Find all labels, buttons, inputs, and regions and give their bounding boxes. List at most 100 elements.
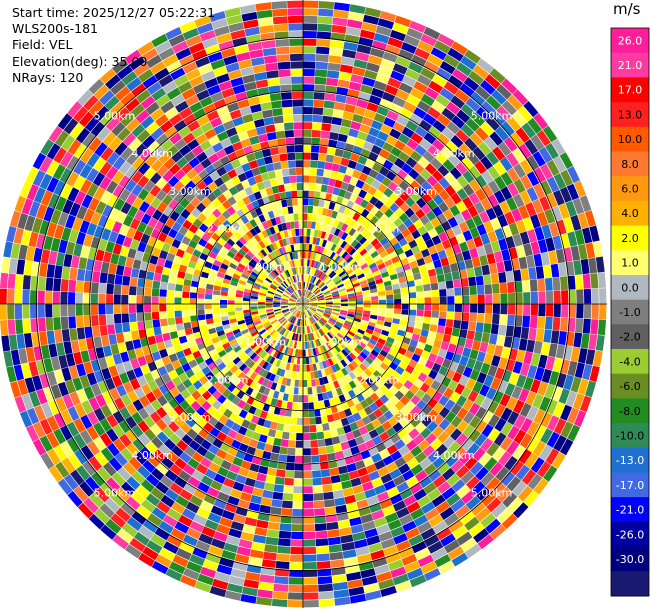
- radar-gate: [150, 411, 162, 424]
- radar-gate: [298, 311, 301, 319]
- radar-gate: [295, 448, 303, 456]
- radar-gate: [68, 365, 79, 379]
- radar-gate: [257, 223, 265, 232]
- radar-gate: [163, 541, 179, 554]
- radar-gate: [526, 171, 540, 187]
- radar-gate: [382, 325, 391, 332]
- radar-gate: [183, 113, 197, 126]
- radar-gate: [253, 150, 264, 160]
- radar-gate: [182, 508, 196, 521]
- radar-gate: [143, 304, 152, 313]
- radar-gate: [486, 253, 496, 265]
- radar-gate: [108, 136, 122, 151]
- radar-gate: [338, 351, 346, 359]
- radar-gate: [145, 154, 158, 167]
- radar-gate: [155, 133, 169, 146]
- radar-gate: [329, 251, 336, 260]
- radar-gate: [262, 450, 272, 460]
- radar-gate: [379, 334, 388, 341]
- radar-gate: [472, 214, 483, 227]
- radar-gate: [138, 525, 154, 540]
- radar-gate: [394, 390, 405, 401]
- radar-gate: [423, 283, 431, 292]
- radar-gate: [373, 345, 382, 354]
- radar-gate: [375, 323, 384, 330]
- radar-gate: [237, 283, 246, 289]
- radar-gate: [322, 108, 334, 117]
- radar-gate: [217, 404, 228, 415]
- radar-gate: [561, 304, 569, 318]
- radar-gate: [216, 271, 225, 279]
- radar-gate: [131, 424, 144, 438]
- radar-gate: [314, 323, 320, 330]
- radar-gate: [159, 250, 169, 260]
- radar-gate: [333, 298, 341, 301]
- radar-gate: [256, 337, 264, 345]
- radar-gate: [268, 389, 275, 398]
- radar-gate: [288, 304, 296, 307]
- radar-gate: [303, 562, 317, 570]
- radar-gate: [513, 269, 522, 282]
- radar-gate: [213, 341, 222, 349]
- radar-gate: [341, 326, 349, 333]
- radar-gate: [259, 574, 275, 584]
- radar-gate: [458, 221, 469, 233]
- radar-gate: [319, 138, 329, 147]
- radar-gate: [306, 228, 311, 236]
- radar-gate: [129, 313, 137, 323]
- radar-gate: [189, 292, 198, 299]
- radar-gate: [404, 185, 416, 197]
- radar-gate: [227, 335, 236, 342]
- radar-gate: [349, 176, 359, 186]
- radar-gate: [277, 287, 284, 293]
- radar-gate: [480, 513, 496, 528]
- radar-gate: [219, 299, 228, 304]
- radar-gate: [258, 359, 266, 368]
- radar-gate: [565, 200, 577, 217]
- radar-gate: [311, 316, 316, 323]
- radar-gate: [65, 379, 76, 394]
- radar-gate: [136, 312, 145, 322]
- radar-gate: [201, 233, 211, 242]
- radar-gate: [432, 426, 444, 438]
- radar-gate: [468, 70, 484, 86]
- radar-gate: [309, 317, 314, 325]
- radar-gate: [553, 435, 567, 452]
- radar-gate: [453, 279, 462, 288]
- radar-gate: [316, 309, 324, 313]
- radar-gate: [368, 429, 379, 439]
- radar-gate: [288, 304, 296, 306]
- radar-gate: [303, 107, 313, 115]
- radar-gate: [331, 116, 343, 126]
- radar-gate: [220, 312, 228, 317]
- radar-gate: [222, 120, 235, 131]
- radar-gate: [368, 247, 377, 255]
- radar-gate: [416, 304, 424, 311]
- radar-gate: [67, 453, 82, 469]
- radar-gate: [183, 279, 192, 287]
- radar-gate: [165, 380, 176, 391]
- radar-gate: [313, 314, 320, 320]
- radar-gate: [315, 291, 322, 296]
- radar-gate: [253, 318, 261, 323]
- radar-gate: [334, 255, 341, 263]
- radar-gate: [392, 22, 409, 35]
- radar-gate: [237, 227, 246, 237]
- radar-gate: [347, 438, 358, 448]
- radar-gate: [438, 560, 455, 575]
- radar-gate: [296, 301, 303, 304]
- radar-gate: [169, 433, 181, 445]
- radar-gate: [417, 40, 434, 54]
- radar-gate: [419, 215, 430, 226]
- radar-gate: [526, 187, 539, 202]
- radar-gate: [427, 145, 440, 157]
- radar-gate: [314, 339, 320, 347]
- radar-gate: [236, 290, 244, 295]
- radar-gate: [136, 295, 144, 304]
- radar-gate: [544, 383, 556, 399]
- radar-gate: [322, 287, 329, 293]
- radar-gate: [414, 235, 425, 246]
- radar-gate: [244, 186, 254, 196]
- radar-gate: [303, 304, 309, 309]
- radar-gate: [136, 89, 151, 104]
